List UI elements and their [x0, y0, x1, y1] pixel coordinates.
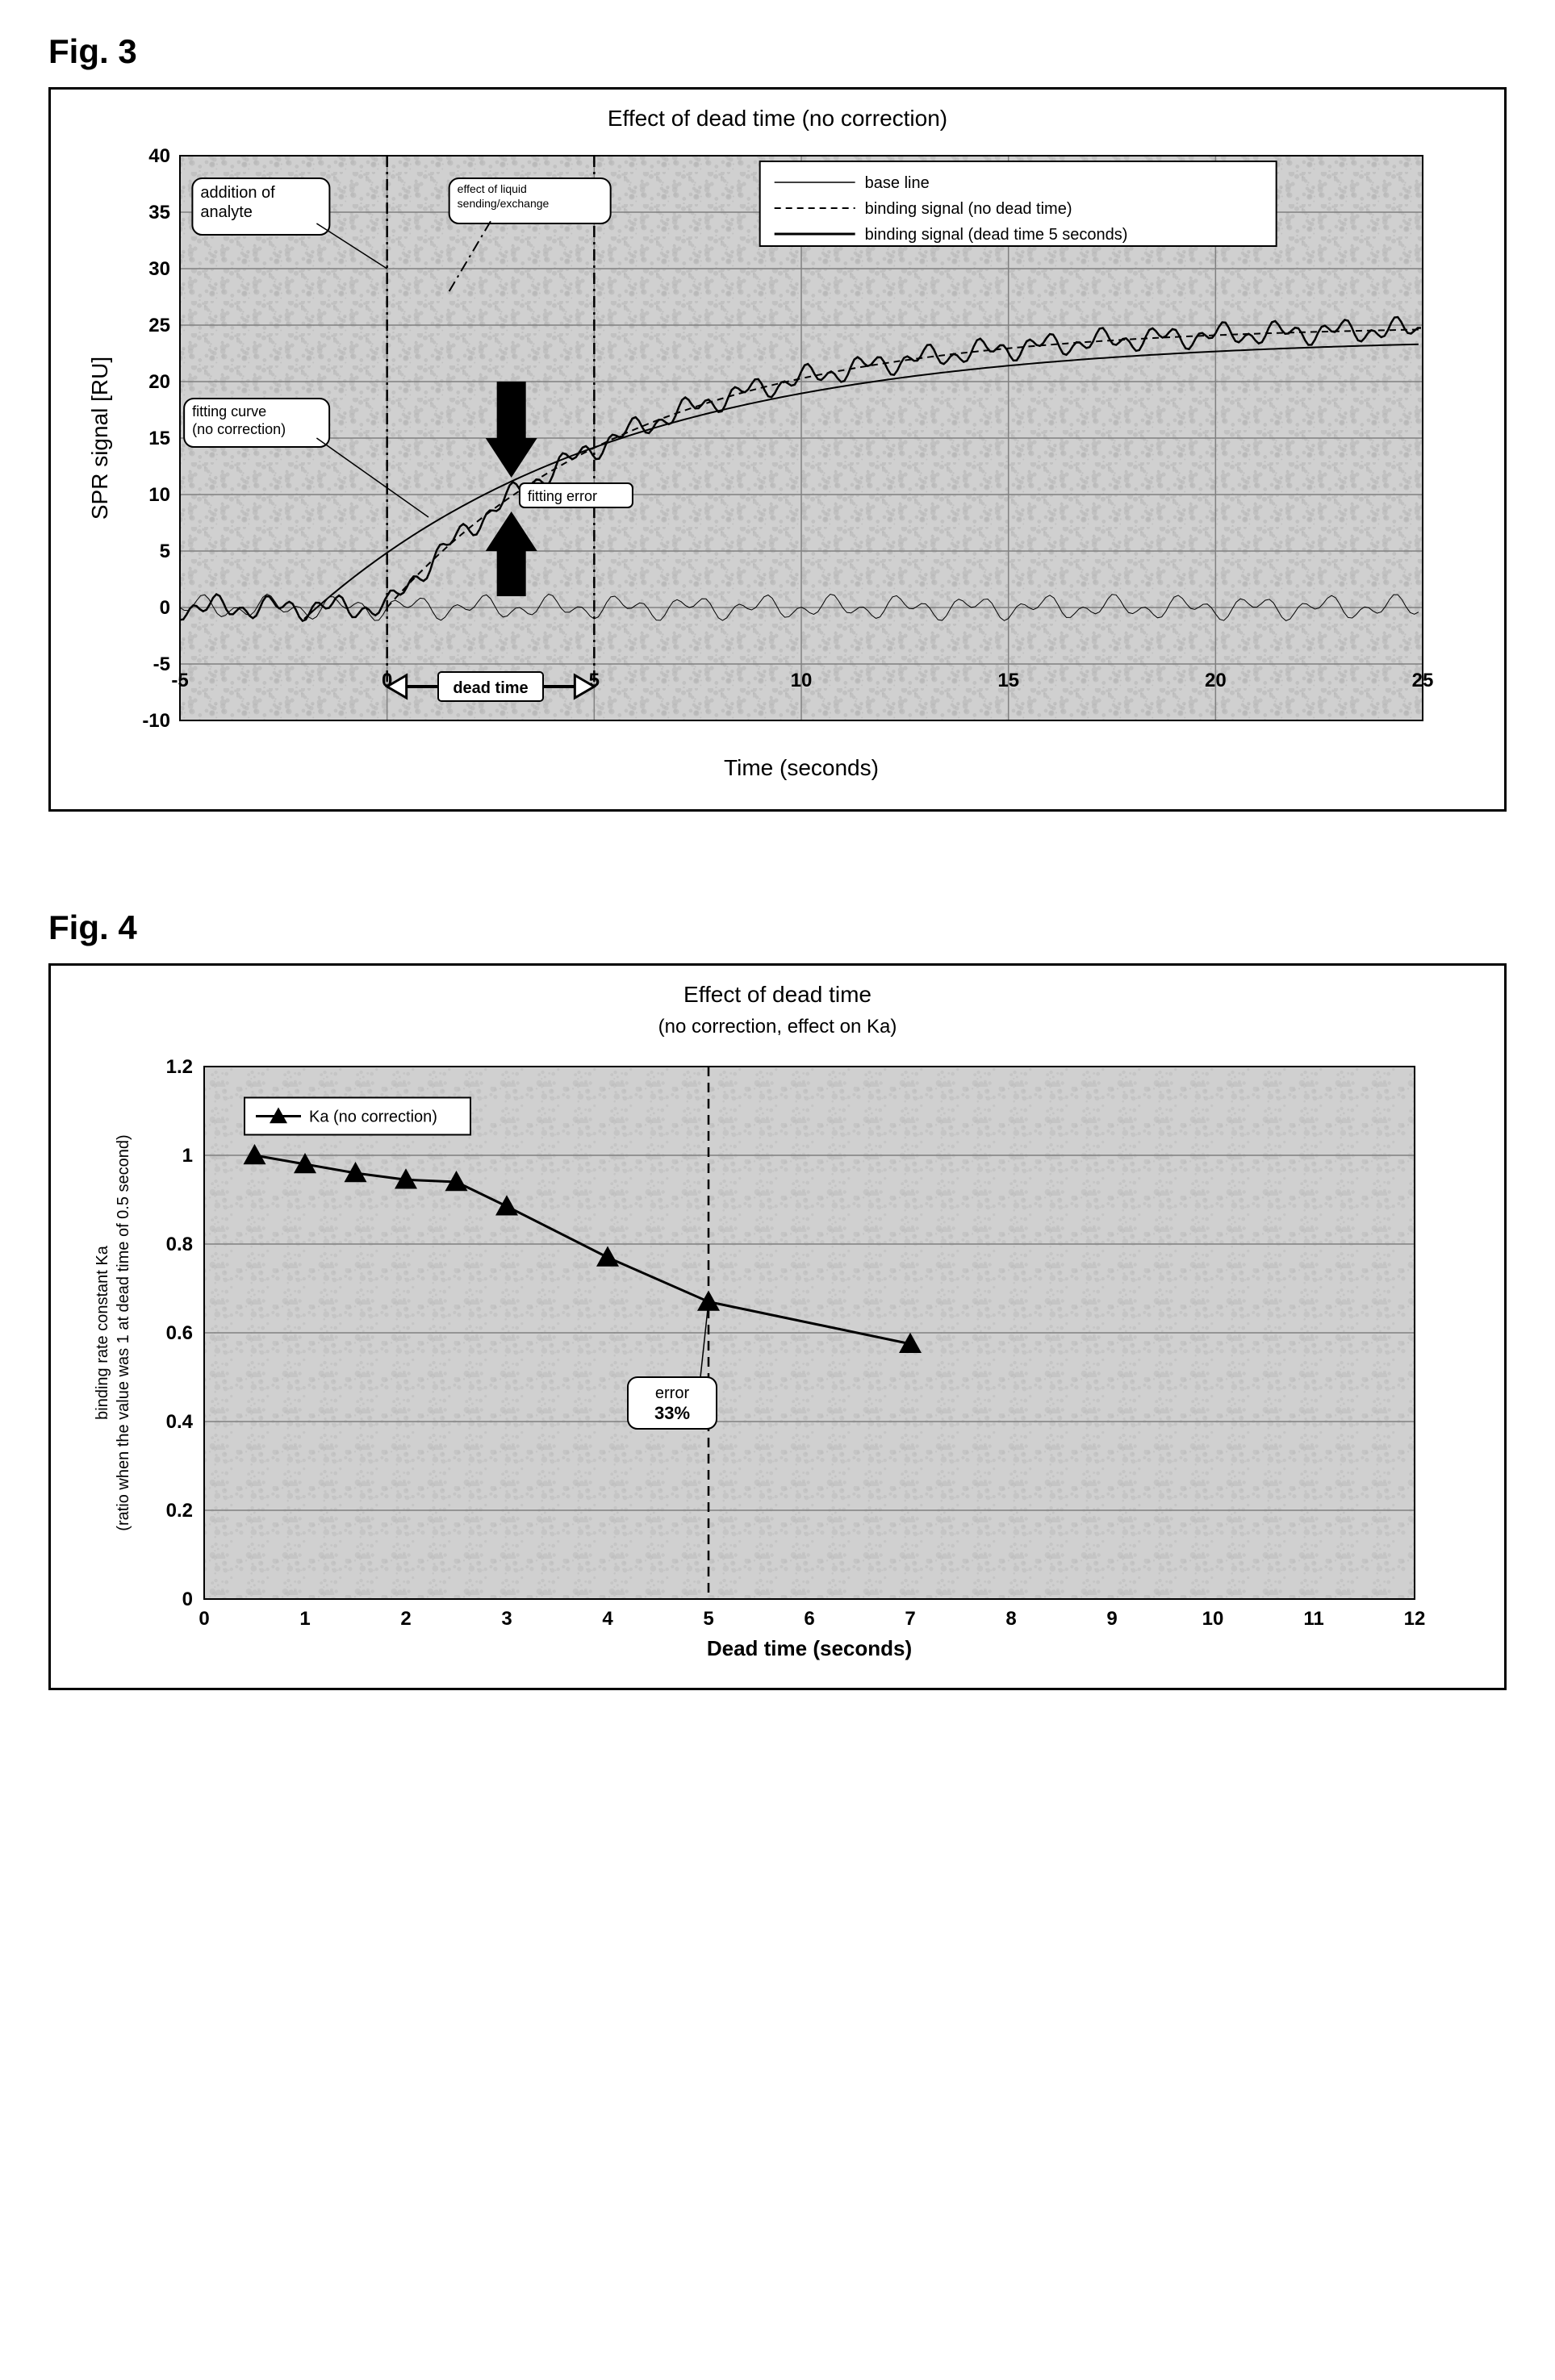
fig3-title: Effect of dead time (no correction) [75, 106, 1480, 132]
svg-text:0.8: 0.8 [166, 1234, 193, 1255]
svg-text:15: 15 [997, 670, 1019, 691]
fig4-subtitle: (no correction, effect on Ka) [75, 1016, 1480, 1038]
svg-text:-5: -5 [171, 670, 188, 691]
svg-text:10: 10 [148, 484, 170, 506]
svg-text:5: 5 [703, 1608, 713, 1630]
fig4-title: Effect of dead time [75, 982, 1480, 1008]
svg-text:9: 9 [1106, 1608, 1117, 1630]
svg-text:binding rate constant Ka: binding rate constant Ka [94, 1245, 111, 1420]
svg-text:SPR signal [RU]: SPR signal [RU] [87, 357, 112, 520]
svg-text:30: 30 [148, 258, 170, 280]
fig3-container: Effect of dead time (no correction) -5 0 5… [48, 87, 1507, 812]
svg-text:35: 35 [148, 202, 170, 223]
svg-text:1: 1 [182, 1145, 193, 1167]
svg-text:25: 25 [1412, 670, 1434, 691]
svg-text:1: 1 [299, 1608, 310, 1630]
svg-text:base line: base line [865, 174, 930, 192]
svg-text:addition of: addition of [200, 184, 275, 202]
svg-text:0: 0 [160, 597, 170, 619]
svg-text:(no correction): (no correction) [192, 421, 286, 437]
svg-text:5: 5 [160, 541, 170, 562]
svg-text:1.2: 1.2 [166, 1056, 193, 1078]
svg-text:sending/exchange: sending/exchange [458, 197, 550, 210]
svg-text:-5: -5 [153, 653, 170, 675]
svg-text:fitting curve: fitting curve [192, 403, 266, 420]
svg-text:33%: 33% [654, 1403, 690, 1423]
svg-text:Time (seconds): Time (seconds) [724, 755, 879, 780]
fig4-chart: 012345678910111200.20.40.60.811.2Dead ti… [75, 1050, 1447, 1664]
svg-text:25: 25 [148, 315, 170, 336]
svg-text:0.6: 0.6 [166, 1322, 193, 1344]
svg-text:4: 4 [602, 1608, 613, 1630]
svg-text:-10: -10 [142, 710, 170, 732]
fig3-label: Fig. 3 [48, 32, 1507, 71]
svg-text:10: 10 [791, 670, 813, 691]
svg-text:6: 6 [804, 1608, 814, 1630]
svg-text:2: 2 [400, 1608, 411, 1630]
svg-text:Ka (no correction): Ka (no correction) [309, 1109, 437, 1126]
svg-text:40: 40 [148, 145, 170, 167]
svg-text:effect of liquid: effect of liquid [458, 182, 527, 195]
svg-text:error: error [655, 1384, 690, 1402]
svg-text:7: 7 [905, 1608, 915, 1630]
svg-text:0: 0 [199, 1608, 209, 1630]
fig3-chart: -50510152025-10-50510152025303540Time (s… [75, 140, 1447, 785]
svg-text:0.4: 0.4 [166, 1411, 194, 1433]
svg-text:binding signal (dead time 5 se: binding signal (dead time 5 seconds) [865, 226, 1128, 244]
svg-text:binding signal (no dead time): binding signal (no dead time) [865, 200, 1072, 218]
svg-text:0.2: 0.2 [166, 1500, 193, 1522]
svg-text:15: 15 [148, 428, 170, 449]
svg-text:8: 8 [1005, 1608, 1016, 1630]
svg-text:3: 3 [501, 1608, 512, 1630]
svg-text:11: 11 [1303, 1608, 1323, 1630]
svg-text:(ratio when the value was 1 at: (ratio when the value was 1 at dead time… [115, 1134, 132, 1530]
svg-text:dead time: dead time [453, 679, 528, 697]
fig4-container: Effect of dead time (no correction, effe… [48, 963, 1507, 1690]
svg-text:10: 10 [1202, 1608, 1224, 1630]
svg-text:analyte: analyte [200, 203, 253, 221]
svg-text:20: 20 [1205, 670, 1227, 691]
svg-text:20: 20 [148, 371, 170, 393]
svg-text:Dead time (seconds): Dead time (seconds) [707, 1636, 912, 1660]
svg-text:0: 0 [182, 1589, 193, 1610]
svg-text:12: 12 [1404, 1608, 1426, 1630]
svg-text:fitting error: fitting error [528, 488, 597, 504]
fig4-label: Fig. 4 [48, 908, 1507, 947]
